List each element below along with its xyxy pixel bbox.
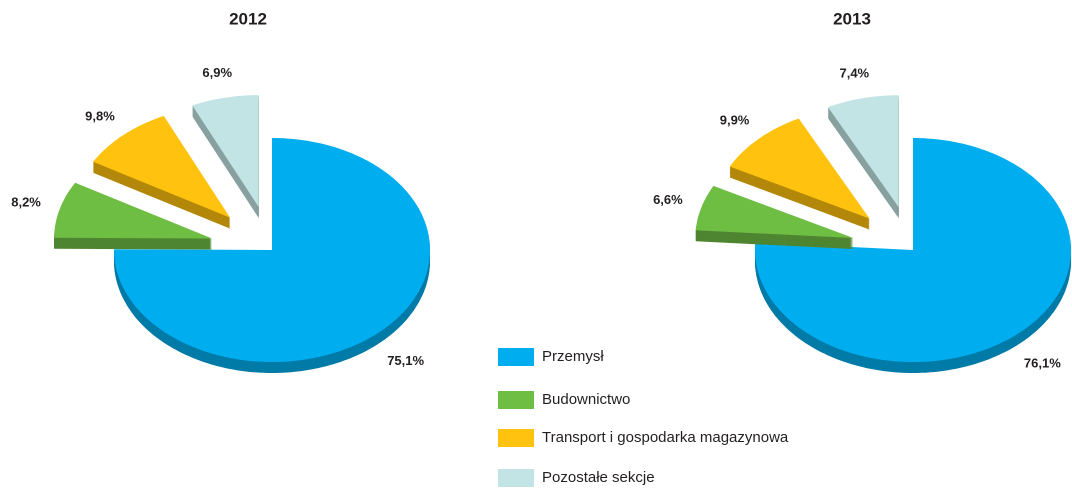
data-label: 6,9%	[202, 65, 232, 80]
data-label: 6,6%	[653, 192, 683, 207]
legend-swatch	[498, 469, 534, 487]
legend-label: Przemysł	[542, 348, 604, 365]
slice	[93, 115, 231, 218]
chart-title: 2012	[229, 9, 267, 28]
chart-title: 2013	[833, 9, 871, 28]
legend-swatch	[498, 391, 534, 409]
legend-swatch	[498, 429, 534, 447]
slice	[54, 182, 213, 239]
legend-swatch	[498, 348, 534, 366]
legend-label: Transport i gospodarka magazynowa	[542, 429, 789, 446]
slice	[114, 138, 430, 362]
data-label: 9,9%	[720, 113, 750, 128]
slice	[192, 95, 259, 208]
slice	[695, 185, 854, 238]
legend-label: Pozostałe sekcje	[542, 469, 655, 486]
slice	[729, 118, 870, 219]
data-label: 76,1%	[1024, 356, 1061, 371]
data-label: 7,4%	[839, 66, 869, 81]
slice	[755, 138, 1071, 362]
data-label: 9,8%	[85, 108, 115, 123]
legend-label: Budownictwo	[542, 391, 630, 408]
slice	[827, 95, 899, 208]
data-label: 8,2%	[11, 194, 41, 209]
data-label: 75,1%	[387, 353, 424, 368]
